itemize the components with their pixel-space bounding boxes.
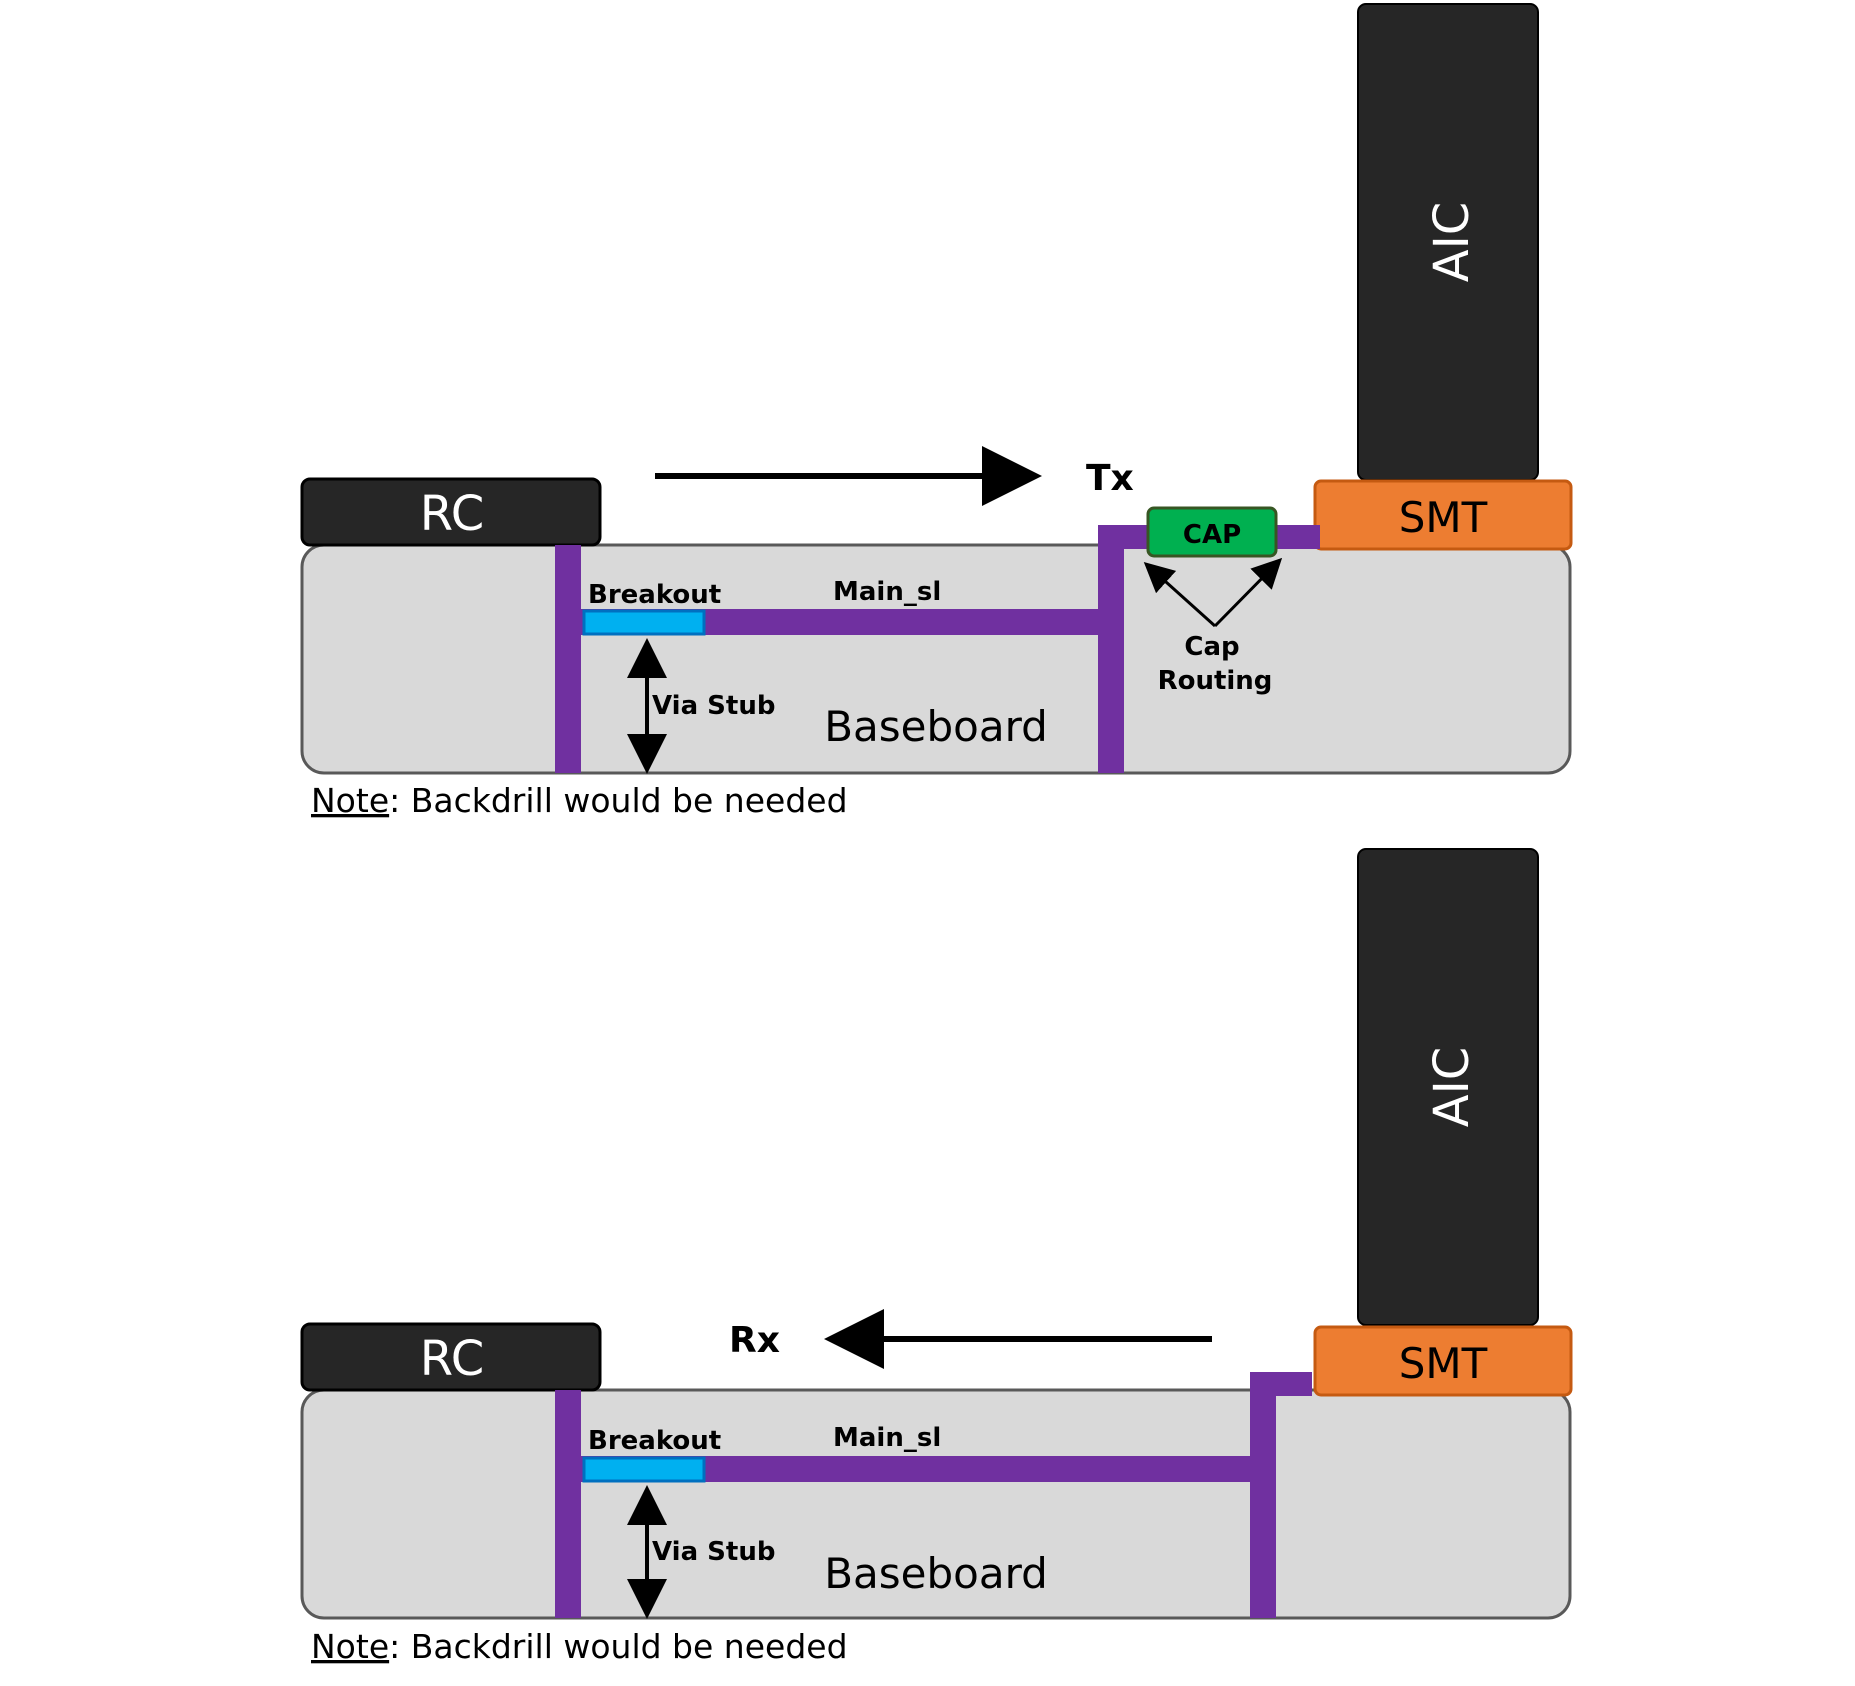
tx-cap-routing-label-line2: Routing — [1158, 666, 1273, 696]
tx-smt-label: SMT — [1399, 493, 1488, 542]
tx-cap-pad-right — [1270, 525, 1320, 549]
tx-baseboard — [300, 543, 1572, 775]
tx-via-stub-label: Via Stub — [652, 691, 775, 721]
tx-cap-routing-arrow-left — [1143, 561, 1217, 628]
rx-rc-label: RC — [420, 1331, 484, 1387]
tx-note-text: : Backdrill would be needed — [389, 781, 847, 820]
tx-baseboard-label: Baseboard — [824, 702, 1048, 751]
rx-panel: AIC SMT RC Breakout Main_sl Via Stub Bas… — [300, 848, 1573, 1666]
rx-smt-connector — [1313, 1325, 1573, 1397]
rx-main-label: Main_sl — [833, 1423, 941, 1453]
rx-via-stub-label: Via Stub — [652, 1537, 775, 1567]
tx-cap-component — [1146, 506, 1278, 558]
rx-smt-label: SMT — [1399, 1339, 1488, 1388]
tx-breakout-label: Breakout — [588, 580, 721, 610]
rx-smt-via — [1250, 1372, 1276, 1618]
rx-note-word: Note — [311, 1627, 389, 1666]
rx-baseboard-label: Baseboard — [824, 1549, 1048, 1598]
rx-note: Note: Backdrill would be needed — [311, 1627, 848, 1666]
rx-aic-label: AIC — [1424, 1047, 1480, 1128]
rx-note-text: : Backdrill would be needed — [389, 1627, 847, 1666]
tx-panel: AIC SMT RC Breakout Main_sl CAP Cap Rout… — [300, 3, 1573, 820]
tx-aic-label: AIC — [1424, 202, 1480, 283]
tx-smt-connector — [1313, 479, 1573, 551]
tx-direction-label: Tx — [1086, 458, 1134, 499]
tx-note-word: Note — [311, 781, 389, 820]
rx-aic-card — [1357, 848, 1539, 1326]
rx-rc-component — [300, 1322, 602, 1392]
tx-breakout-segment — [582, 609, 706, 636]
tx-cap-pad-left — [1098, 525, 1150, 549]
rx-rc-via — [555, 1390, 581, 1618]
tx-rc-component — [300, 477, 602, 547]
tx-cap-routing-arrow-right — [1213, 557, 1283, 628]
tx-cap-via — [1098, 525, 1124, 773]
rx-breakout-segment — [582, 1456, 706, 1483]
tx-rc-via — [555, 545, 581, 773]
tx-main-label: Main_sl — [833, 577, 941, 607]
rx-smt-pad — [1250, 1372, 1312, 1396]
rx-breakout-label: Breakout — [588, 1426, 721, 1456]
tx-cap-routing-label-line1: Cap — [1184, 632, 1239, 662]
rx-direction-label: Rx — [729, 1320, 780, 1361]
tx-rc-label: RC — [420, 486, 484, 542]
tx-note: Note: Backdrill would be needed — [311, 781, 848, 820]
tx-cap-label: CAP — [1183, 520, 1241, 550]
